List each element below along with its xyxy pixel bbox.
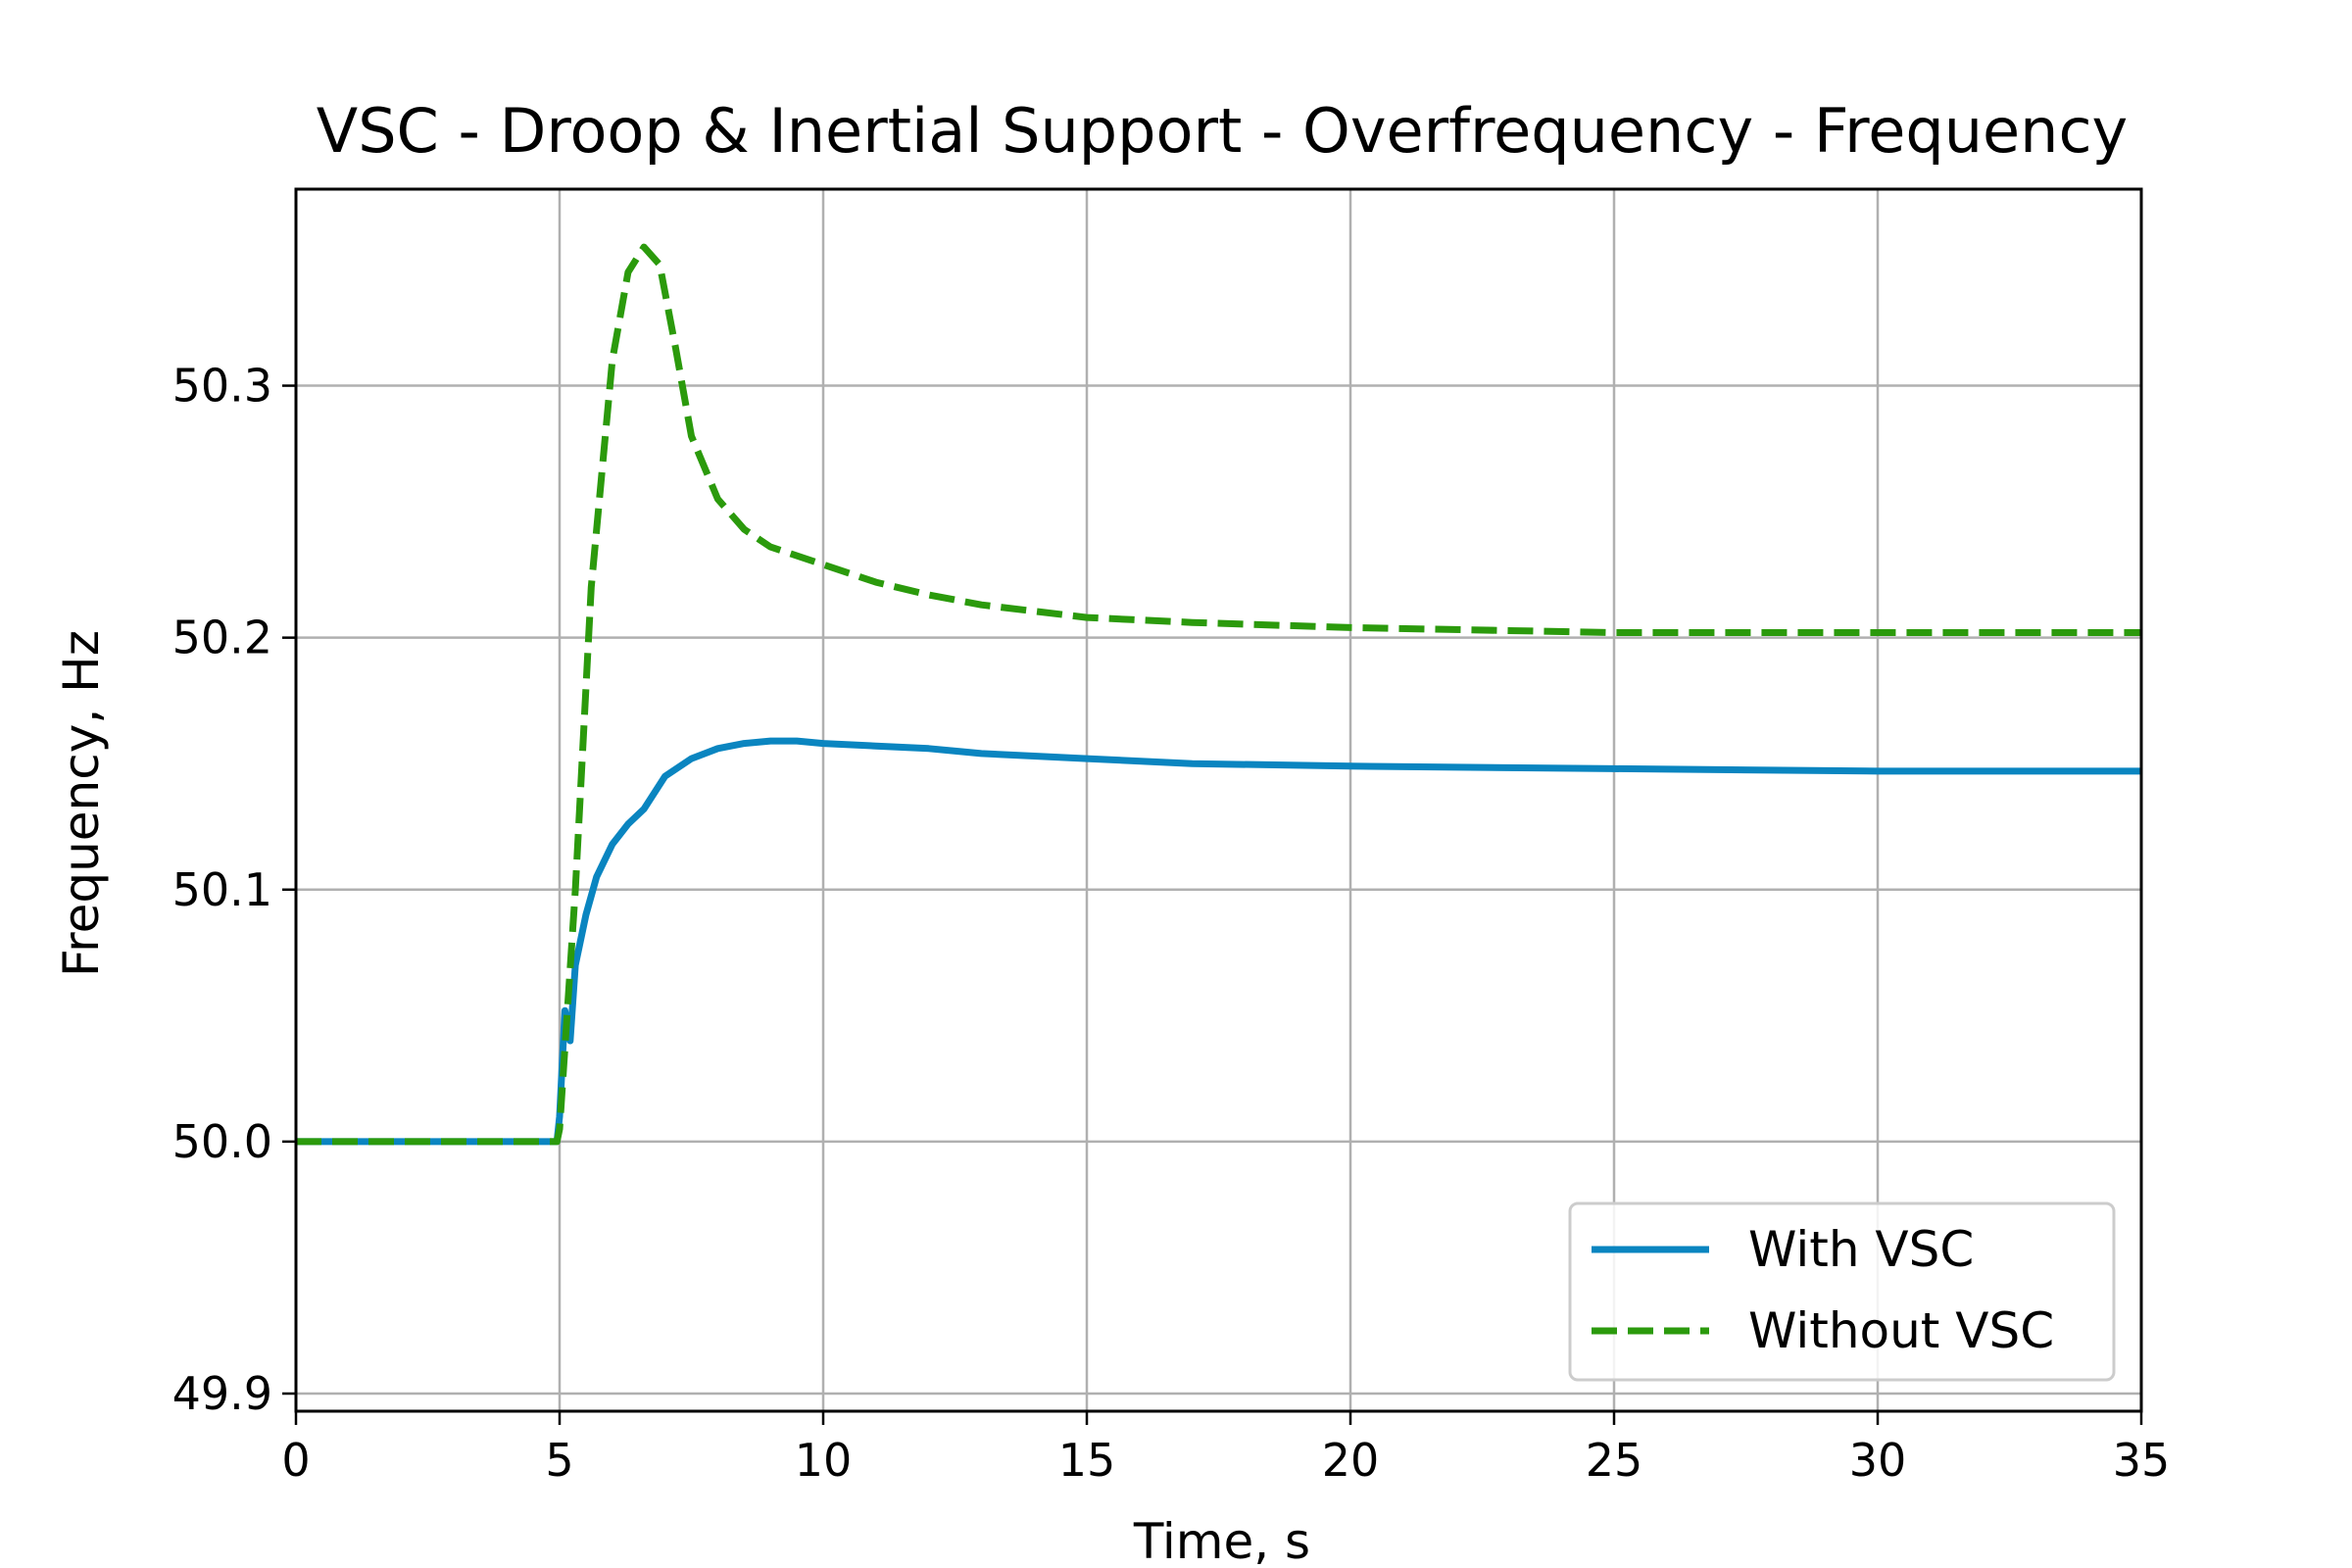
x-axis-label: Time, s (1133, 1513, 1310, 1568)
legend-label: With VSC (1748, 1221, 1974, 1278)
x-tick-label: 10 (795, 1434, 853, 1487)
x-tick-label: 30 (1849, 1434, 1907, 1487)
x-tick-label: 0 (281, 1434, 310, 1487)
legend: With VSC Without VSC (1568, 1201, 2116, 1382)
x-tick-label: 15 (1058, 1434, 1116, 1487)
y-tick-label: 50.1 (172, 863, 272, 916)
grid (294, 189, 2143, 1411)
x-tick-label: 5 (545, 1434, 573, 1487)
chart-title: VSC - Droop & Inertial Support - Overfre… (317, 95, 2128, 167)
y-axis: 49.9 50.0 50.1 50.2 50.3 (172, 360, 296, 1420)
y-tick-label: 50.3 (172, 360, 272, 413)
series-layer (296, 243, 2141, 1146)
x-tick-label: 20 (1322, 1434, 1380, 1487)
x-axis: 0 5 10 15 20 25 30 35 (281, 1411, 2170, 1487)
y-axis-label: Frequency, Hz (53, 630, 110, 977)
series-line-without-vsc (296, 243, 2141, 1146)
x-tick-label: 35 (2113, 1434, 2171, 1487)
y-tick-label: 49.9 (172, 1367, 272, 1420)
series-line-with-vsc (296, 737, 2141, 1146)
y-tick-label: 50.0 (172, 1115, 272, 1168)
y-tick-label: 50.2 (172, 612, 272, 664)
legend-label: Without VSC (1748, 1302, 2054, 1359)
plot-frame (294, 187, 2143, 1413)
x-tick-label: 25 (1586, 1434, 1643, 1487)
